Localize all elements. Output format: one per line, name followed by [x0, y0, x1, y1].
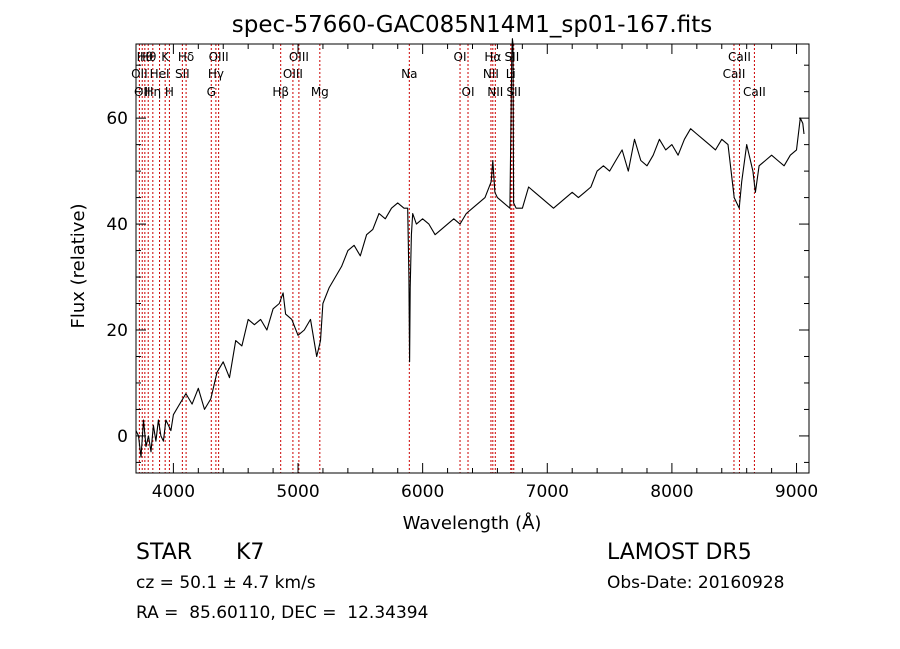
line-marker-label: OIII	[283, 67, 303, 81]
x-axis-ticks: 4000 5000 6000 7000 8000 9000	[152, 44, 818, 502]
x-tick-label: 7000	[526, 482, 569, 502]
line-marker-label: Mg	[311, 85, 329, 99]
line-marker-label: Hθ	[137, 50, 153, 64]
redshift-cz: cz = 50.1 ± 4.7 km/s	[136, 573, 316, 593]
line-marker-label: OII	[131, 67, 148, 81]
line-marker-label: K	[161, 50, 170, 64]
y-tick-label: 40	[106, 215, 128, 235]
y-axis-label: Flux (relative)	[68, 203, 89, 328]
emission-line-labels: OIIOIIHθHθHηHeIKHSIIHδGHγOIIIHβOIIIOIIIM…	[131, 50, 766, 99]
line-marker-label: HeI	[150, 67, 170, 81]
line-marker-label: Hη	[145, 85, 162, 99]
spectral-subclass: K7	[236, 540, 265, 565]
spectrum-line	[135, 38, 805, 458]
line-marker-label: Hδ	[178, 50, 194, 64]
emission-line-markers	[138, 44, 755, 473]
line-marker-label: Hβ	[272, 85, 289, 99]
line-marker-label: Hγ	[208, 67, 224, 81]
line-marker-label: Na	[401, 67, 417, 81]
line-marker-label: G	[207, 85, 216, 99]
line-marker-label: OIII	[209, 50, 229, 64]
line-marker-label: OIII	[289, 50, 309, 64]
line-marker-label: NII	[487, 85, 503, 99]
plot-frame	[135, 43, 810, 474]
y-axis-ticks: 0 20 40 60	[106, 64, 809, 463]
line-marker-label: OII	[134, 85, 151, 99]
line-marker-label: CaII	[743, 85, 766, 99]
object-class: STAR	[136, 540, 193, 565]
line-marker-label: SII	[175, 67, 190, 81]
line-marker-label: CaII	[728, 50, 751, 64]
line-marker-label: OI	[462, 85, 475, 99]
ra-dec-coordinates: RA = 85.60110, DEC = 12.34394	[136, 603, 429, 623]
chart-title: spec-57660-GAC085N14M1_sp01-167.fits	[232, 12, 712, 38]
line-marker-label: H	[165, 85, 174, 99]
survey-name: LAMOST DR5	[607, 540, 752, 565]
x-tick-label: 6000	[401, 482, 444, 502]
line-marker-label: CaII	[723, 67, 746, 81]
y-tick-label: 60	[106, 109, 128, 129]
x-tick-label: 5000	[276, 482, 319, 502]
line-marker-label: Hα	[484, 50, 501, 64]
x-tick-label: 9000	[775, 482, 818, 502]
x-tick-label: 8000	[650, 482, 693, 502]
line-marker-label: Li	[506, 67, 516, 81]
observation-date: Obs-Date: 20160928	[607, 573, 785, 593]
x-tick-label: 4000	[152, 482, 195, 502]
line-marker-label: SII	[506, 85, 521, 99]
x-axis-label: Wavelength (Å)	[403, 512, 542, 534]
y-tick-label: 0	[117, 427, 128, 447]
spectrum-series	[135, 38, 805, 458]
line-marker-label: Hθ	[140, 50, 156, 64]
line-marker-label: NII	[483, 67, 499, 81]
line-marker-label: OI	[454, 50, 467, 64]
y-tick-label: 20	[106, 321, 128, 341]
